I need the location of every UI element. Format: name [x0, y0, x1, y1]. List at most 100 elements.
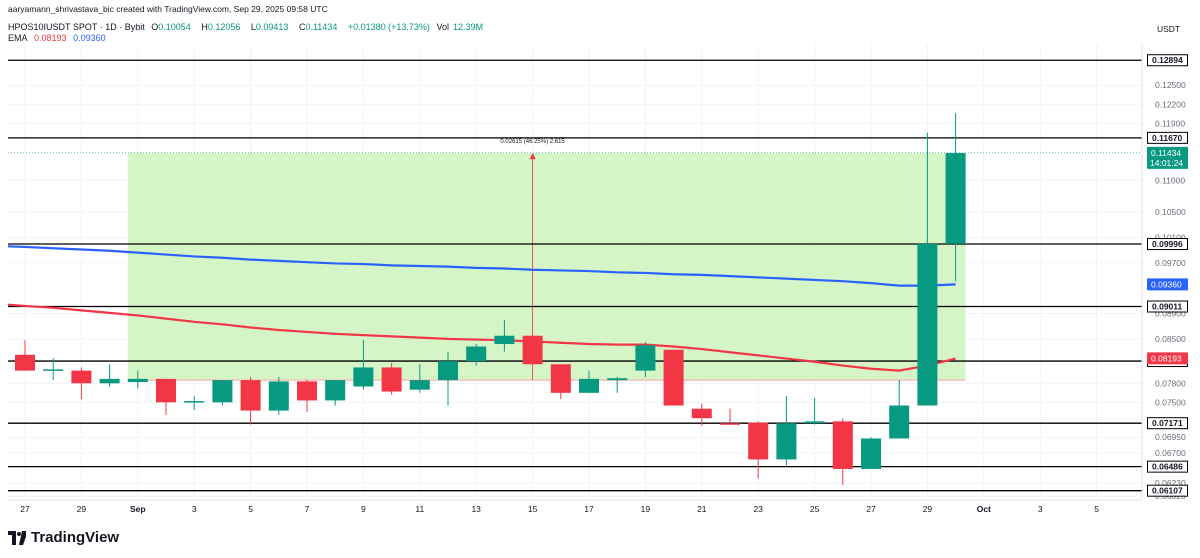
- ema-red-value: 0.08193: [34, 33, 67, 43]
- ema-blue-value: 0.09360: [73, 33, 106, 43]
- ema-row: EMA 0.08193 0.09360: [8, 33, 110, 43]
- price-tag-label: 0.09360: [1151, 279, 1182, 289]
- measure-label: 0.02615 (46.25%) 2,615: [500, 139, 565, 145]
- candle: [15, 340, 35, 371]
- candle: [494, 319, 515, 352]
- price-tick-label: 0.11000: [1155, 175, 1185, 185]
- brand-name: TradingView: [31, 529, 120, 546]
- candle-body: [635, 345, 656, 371]
- time-tick-label: Sep: [130, 504, 146, 514]
- candle: [381, 363, 402, 395]
- candle-body: [691, 408, 712, 419]
- candle: [353, 340, 374, 390]
- ema-line-lead: [7, 303, 26, 308]
- candle: [184, 395, 205, 410]
- candle: [889, 380, 910, 439]
- candle: [579, 370, 599, 393]
- candle: [748, 421, 769, 479]
- price-tick-label: 0.12500: [1155, 80, 1186, 90]
- candle-body: [268, 381, 289, 411]
- level-price-tag-inner: [1148, 485, 1187, 496]
- time-tick-label: 21: [697, 504, 707, 514]
- candle: [99, 364, 120, 387]
- level-price-label: 0.12894: [1152, 55, 1183, 65]
- candle: [522, 333, 543, 365]
- candle-body: [748, 422, 769, 460]
- time-tick-label: 27: [866, 504, 876, 514]
- candle: [466, 343, 487, 366]
- candle: [720, 408, 740, 425]
- candle-body: [409, 380, 430, 390]
- candle-body: [889, 405, 910, 439]
- tradingview-logo: TradingView: [8, 529, 119, 546]
- high-value: H0.12056: [201, 22, 241, 32]
- tradingview-logo-icon: [8, 530, 26, 545]
- candle-body: [71, 370, 92, 384]
- time-tick-label: 3: [1038, 504, 1043, 514]
- time-tick-label: 25: [810, 504, 820, 514]
- candle: [804, 397, 825, 425]
- price-tag: [1147, 352, 1188, 365]
- price-tick-label: 0.11900: [1155, 118, 1185, 128]
- candle-body: [804, 421, 825, 424]
- time-tick-label: Oct: [977, 504, 991, 514]
- level-price-tag-inner: [1148, 239, 1187, 250]
- candle: [776, 395, 797, 466]
- candle: [409, 364, 430, 393]
- candle-body: [353, 367, 374, 387]
- candle: [240, 376, 261, 425]
- time-tick-label: 11: [415, 504, 424, 514]
- candle: [127, 370, 148, 389]
- candle-body: [776, 423, 797, 460]
- candle: [156, 378, 176, 416]
- candle-body: [297, 381, 317, 401]
- open-value: O0.10054: [151, 22, 191, 32]
- candle-body: [240, 380, 261, 411]
- candle-body: [494, 335, 515, 344]
- candle: [43, 357, 64, 381]
- price-tag-label: 0.11434: [1151, 148, 1181, 158]
- level-price-tag-inner: [1148, 55, 1187, 66]
- level-price-label: 0.09996: [1152, 239, 1183, 249]
- attribution: aaryamann_shrivastava_bic created with T…: [8, 4, 328, 14]
- level-price-label: 0.07171: [1152, 418, 1183, 428]
- price-tick-label: 0.06230: [1155, 478, 1186, 488]
- candle: [945, 113, 966, 282]
- price-tick-label: 0.06700: [1155, 448, 1186, 458]
- time-tick-label: 19: [641, 504, 651, 514]
- candle-body: [663, 349, 684, 406]
- ohlc-row: HPOS10IUSDT SPOT · 1D · Bybit O0.10054 H…: [8, 22, 491, 32]
- candle-body: [212, 380, 233, 403]
- candle: [438, 351, 458, 406]
- candle-body: [522, 335, 543, 365]
- time-tick-label: 5: [248, 504, 253, 514]
- candle: [268, 376, 289, 416]
- candle-body: [832, 421, 853, 469]
- candle-body: [945, 153, 966, 244]
- close-value: C0.11434: [298, 22, 338, 32]
- candle-body: [127, 378, 148, 383]
- candle: [607, 376, 628, 393]
- candle-body: [325, 380, 346, 401]
- candle-body: [917, 243, 938, 406]
- ema-line-lead: [7, 245, 26, 249]
- candle: [325, 380, 346, 406]
- candle: [861, 437, 881, 469]
- candle-body: [15, 354, 35, 371]
- symbol-label: HPOS10IUSDT SPOT · 1D · Bybit: [8, 22, 145, 32]
- change-value: +0.01380 (+13.73%): [347, 22, 430, 32]
- candle-body: [861, 438, 881, 469]
- level-price-tag-inner: [1148, 132, 1187, 143]
- candle: [917, 132, 938, 406]
- time-tick-label: 9: [361, 504, 366, 514]
- measure-zone: [127, 153, 966, 381]
- candle-body: [381, 367, 402, 392]
- candle-body: [156, 378, 176, 403]
- measure-arrow-head: [529, 153, 536, 160]
- candle-body: [438, 361, 458, 381]
- candle: [212, 380, 233, 406]
- price-tick-label: 0.08900: [1155, 309, 1186, 319]
- time-tick-label: 7: [305, 504, 310, 514]
- time-tick-label: 23: [753, 504, 763, 514]
